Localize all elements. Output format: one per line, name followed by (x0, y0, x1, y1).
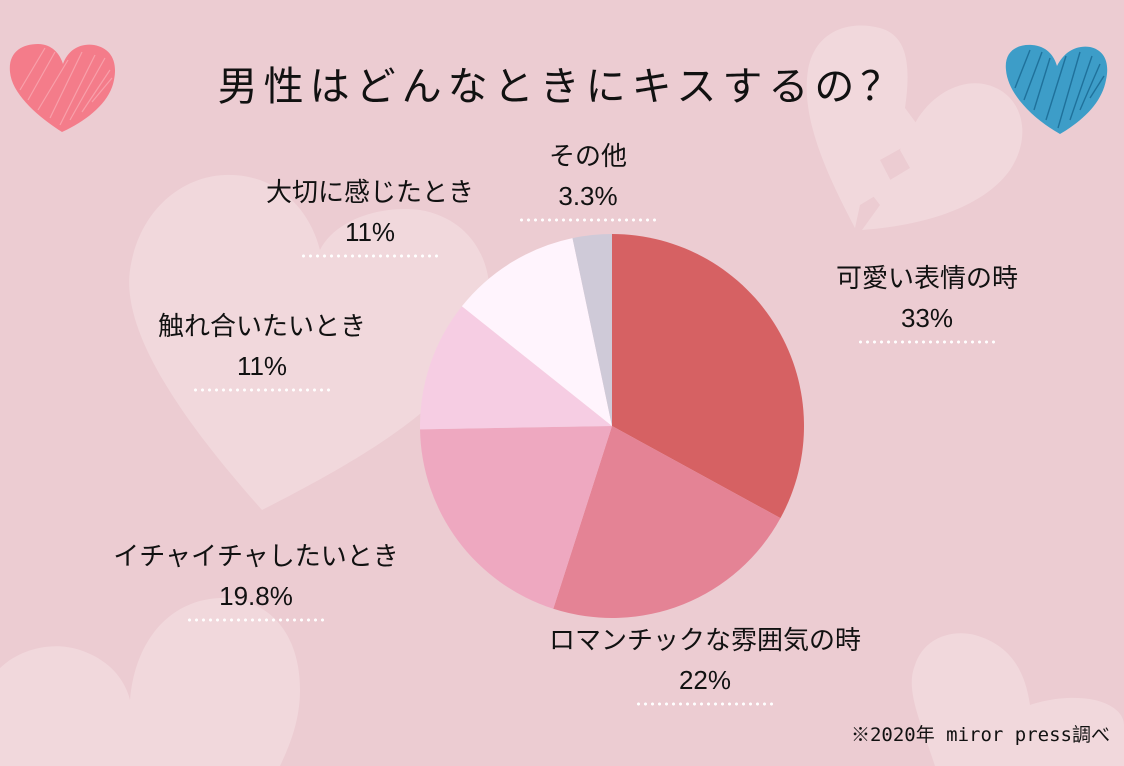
dotted-underline (300, 254, 440, 258)
label-name: ロマンチックな雰囲気の時 (548, 625, 861, 655)
label-flirt: イチャイチャしたいとき 19.8% (96, 536, 416, 622)
label-name: その他 (548, 141, 627, 171)
pie-slice (572, 234, 612, 426)
pie-slice (420, 426, 612, 609)
label-value: 11% (236, 351, 288, 381)
source-note: ※2020年 miror press調べ (850, 724, 1110, 746)
heart-icon (129, 174, 490, 510)
pie-slice (420, 306, 612, 430)
dotted-underline (635, 702, 775, 706)
pie-slice (553, 426, 781, 619)
dotted-underline (518, 218, 658, 222)
heart-icon (911, 633, 1124, 766)
label-name: 触れ合いたいとき (157, 311, 366, 341)
label-name: イチャイチャしたいとき (113, 541, 399, 571)
label-other: その他 3.3% (518, 136, 658, 222)
chart-title: 男性はどんなときにキスするの？ (217, 64, 907, 110)
label-name: 可愛い表情の時 (835, 263, 1018, 293)
label-value: 3.3% (558, 181, 618, 211)
pie-slice (461, 238, 612, 426)
scribble-heart-icon (1005, 44, 1108, 134)
label-value: 33% (900, 303, 954, 333)
label-precious: 大切に感じたとき 11% (250, 172, 490, 258)
scribble-heart-icon (9, 44, 116, 132)
label-romantic: ロマンチックな雰囲気の時 22% (530, 620, 880, 706)
label-value: 19.8% (219, 581, 293, 611)
dotted-underline (186, 618, 326, 622)
pie-chart (420, 234, 804, 619)
label-name: 大切に感じたとき (265, 177, 474, 207)
dotted-underline (192, 388, 332, 392)
label-touch: 触れ合いたいとき 11% (140, 306, 384, 392)
heart-icon (0, 598, 300, 766)
label-cute-face: 可愛い表情の時 33% (820, 258, 1034, 344)
pie-slice (612, 234, 804, 519)
label-value: 22% (678, 665, 732, 695)
label-value: 11% (344, 217, 396, 247)
broken-heart-icon (806, 25, 1023, 230)
dotted-underline (857, 340, 997, 344)
